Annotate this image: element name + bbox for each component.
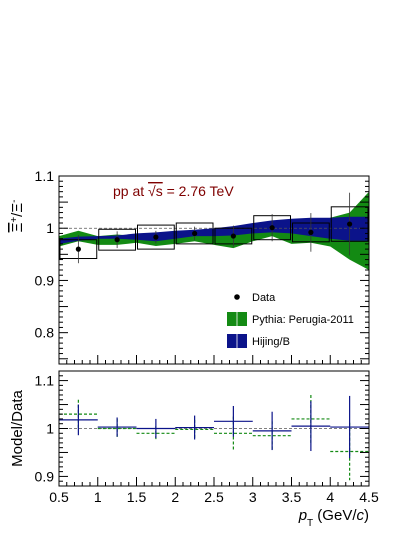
x-tick-label: 1 (94, 489, 102, 505)
data-points (75, 192, 353, 264)
x-tick-label: 1.5 (127, 489, 147, 505)
y-label-part: Ξ (9, 203, 26, 213)
x-label-part: (GeV/ (313, 507, 357, 524)
annotation-suffix: = 2.76 TeV (163, 183, 235, 199)
x-tick-label: 4 (326, 489, 334, 505)
y-tick-label: 1.1 (35, 373, 55, 389)
data-point (308, 229, 314, 235)
annotation-prefix: pp at (113, 183, 148, 199)
top-y-axis: 0.8 0.9 1 1.1 (35, 168, 370, 364)
legend-label: Data (252, 292, 276, 304)
y-tick-label: 0.9 (35, 468, 55, 484)
y-label-part: - (9, 200, 20, 203)
x-label-part: ) (364, 507, 369, 524)
x-tick-label: 3 (249, 489, 257, 505)
y-tick-label: 0.8 (35, 325, 55, 341)
hijing-band (59, 216, 369, 244)
data-point (192, 230, 198, 237)
top-plot-frame (58, 175, 370, 365)
data-sys-box (137, 224, 175, 250)
data-point (153, 234, 159, 240)
y-tick-label: 1.1 (35, 168, 55, 184)
x-label-part: p (298, 507, 307, 524)
bottom-y-axis: 0.9 1 1.1 (35, 370, 369, 487)
data-point (230, 233, 236, 239)
model-data-points (59, 394, 369, 481)
data-sys-box (175, 222, 214, 245)
top-panel: 0.80.911.1 Ξ+/Ξ- pp at √s = 2.76 TeV Dat… (9, 168, 370, 365)
annotation-sqrt: √s (148, 183, 163, 199)
legend: Data Pythia: Perugia-2011 Hijing/B (227, 292, 354, 348)
y-label-part: / (9, 212, 26, 217)
legend-label: Hijing/B (252, 336, 290, 348)
model-bands (59, 191, 369, 270)
x-tick-label: 2.5 (204, 489, 224, 505)
top-y-axis-label: Ξ+/Ξ- (9, 200, 27, 233)
x-tick-label: 4.5 (359, 489, 379, 505)
data-point (75, 246, 81, 252)
data-sys-box (98, 228, 136, 251)
energy-annotation: pp at √s = 2.76 TeV (113, 183, 234, 199)
bottom-panel: 0.9 1 1.1 0.5 1 1.5 2 2.5 3 3.5 4 4.5 Model/Data p… (9, 370, 379, 529)
x-tick-label: 0.5 (49, 489, 69, 505)
x-axis: 0.5 1 1.5 2 2.5 3 3.5 4 4.5 (49, 477, 379, 505)
data-point (269, 225, 275, 231)
x-tick-label: 3.5 (282, 489, 302, 505)
data-point (347, 221, 353, 227)
bottom-y-axis-label: Model/Data (9, 389, 26, 466)
y-tick-label: 1 (46, 421, 54, 437)
x-tick-label: 2 (171, 489, 179, 505)
y-tick-label: 1 (46, 220, 54, 236)
legend-marker-data (234, 294, 240, 300)
y-label-part: Ξ (9, 222, 26, 232)
y-tick-label: 0.9 (35, 272, 55, 288)
x-axis-label: pT (GeV/c) (298, 507, 369, 529)
x-label-part: c (357, 507, 365, 524)
legend-label: Pythia: Perugia-2011 (252, 314, 354, 326)
data-point (114, 237, 120, 243)
x-label-part: T (307, 518, 313, 529)
y-label-part: + (9, 217, 20, 223)
